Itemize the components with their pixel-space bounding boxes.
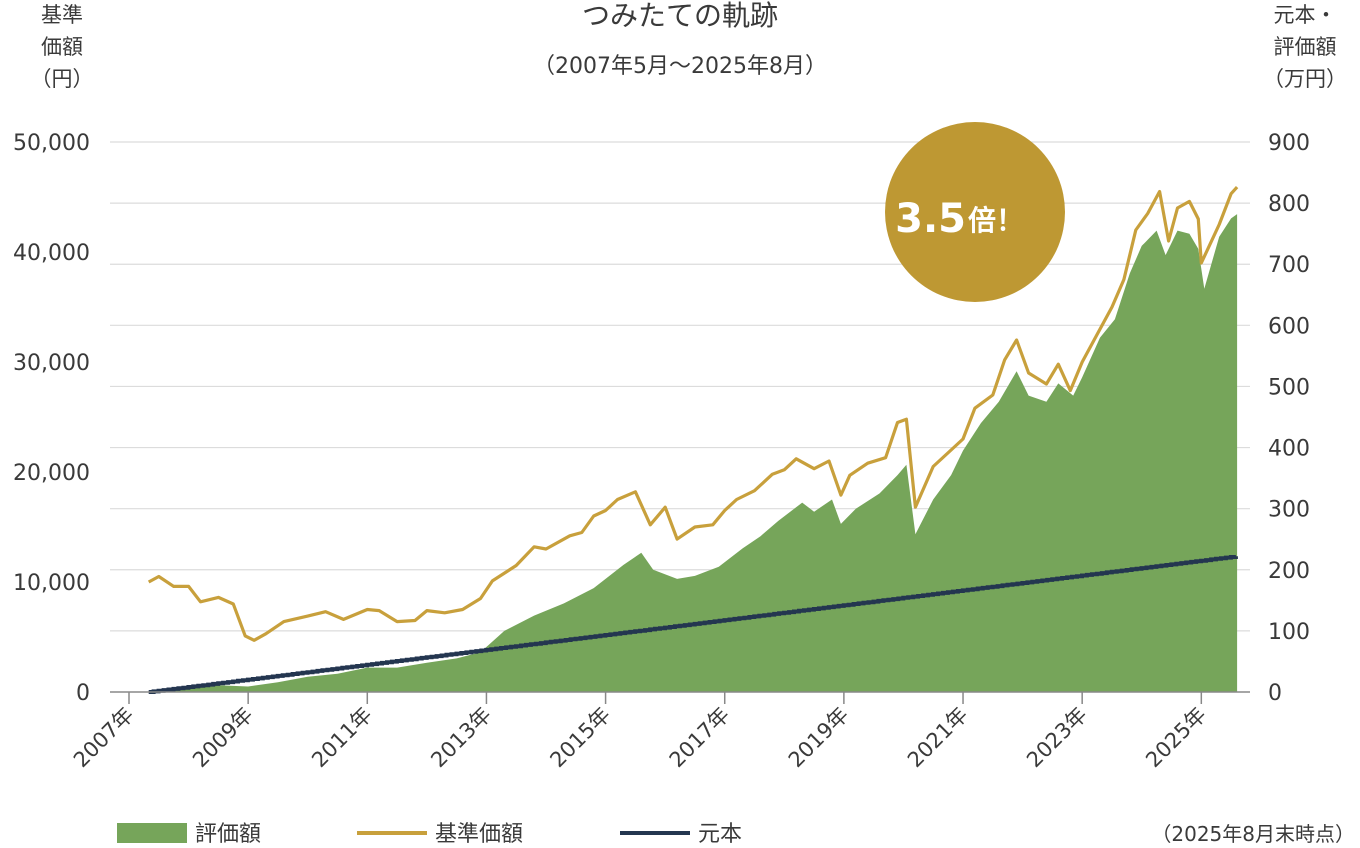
x-tick-label: 2025年	[1141, 703, 1211, 773]
grid-lines	[110, 141, 1250, 632]
x-tick-label: 2015年	[546, 703, 616, 773]
as-of-note: （2025年8月末時点）	[1151, 822, 1355, 846]
legend: 評価額 基準価額 元本	[117, 822, 742, 847]
x-tick-label: 2007年	[69, 703, 139, 773]
valuation-area	[148, 214, 1238, 692]
badge-circle	[885, 122, 1065, 302]
right-tick-label: 100	[1268, 620, 1310, 645]
right-tick-label: 800	[1268, 192, 1310, 217]
x-tick-label: 2019年	[784, 703, 854, 773]
right-tick-label: 900	[1268, 131, 1310, 156]
left-tick-label: 10,000	[13, 571, 90, 596]
right-tick-label: 700	[1268, 253, 1310, 278]
left-axis-label-line2: 価額	[41, 35, 83, 59]
x-tick-group: 2007年 2009年 2011年 2013年 2015年 2017年 2019年 2021年…	[69, 692, 1211, 772]
right-tick-label: 0	[1268, 681, 1282, 706]
left-tick-group: 0 10,000 20,000 30,000 40,000 50,000	[13, 131, 90, 706]
right-axis-label-line1: 元本・	[1274, 3, 1337, 27]
multiplier-badge: 3.5 倍！	[885, 122, 1065, 302]
x-tick-label: 2013年	[426, 703, 496, 773]
left-axis-label-line3: （円）	[31, 67, 94, 91]
right-axis-label-line2: 評価額	[1274, 35, 1337, 59]
right-tick-label: 600	[1268, 314, 1310, 339]
right-tick-label: 300	[1268, 498, 1310, 523]
x-tick-label: 2021年	[903, 703, 973, 773]
chart-title: つみたての軌跡	[582, 0, 778, 32]
badge-multiplier: 3.5	[895, 196, 966, 242]
left-tick-label: 50,000	[13, 131, 90, 156]
right-tick-label: 500	[1268, 375, 1310, 400]
badge-suffix: 倍！	[968, 204, 1024, 237]
left-tick-label: 0	[76, 681, 90, 706]
nav-line	[147, 186, 1239, 642]
right-tick-label: 200	[1268, 559, 1310, 584]
legend-swatch-valuation	[117, 823, 187, 843]
left-axis-label-line1: 基準	[41, 3, 83, 27]
x-tick-label: 2009年	[188, 703, 258, 773]
x-tick-label: 2017年	[665, 703, 735, 773]
right-tick-group: 0 100 200 300 400 500 600 700 800 900	[1268, 131, 1310, 706]
x-tick-label: 2011年	[307, 703, 377, 773]
x-tick-label: 2023年	[1022, 703, 1092, 773]
legend-label-valuation: 評価額	[195, 822, 261, 847]
chart-subtitle: （2007年5月〜2025年8月）	[533, 54, 827, 79]
left-tick-label: 40,000	[13, 241, 90, 266]
left-tick-label: 30,000	[13, 351, 90, 376]
legend-label-nav: 基準価額	[435, 822, 523, 847]
right-tick-label: 400	[1268, 437, 1310, 462]
principal-line	[148, 555, 1238, 694]
left-tick-label: 20,000	[13, 461, 90, 486]
right-axis-label-line3: （万円）	[1263, 67, 1347, 91]
legend-label-principal: 元本	[698, 822, 742, 847]
